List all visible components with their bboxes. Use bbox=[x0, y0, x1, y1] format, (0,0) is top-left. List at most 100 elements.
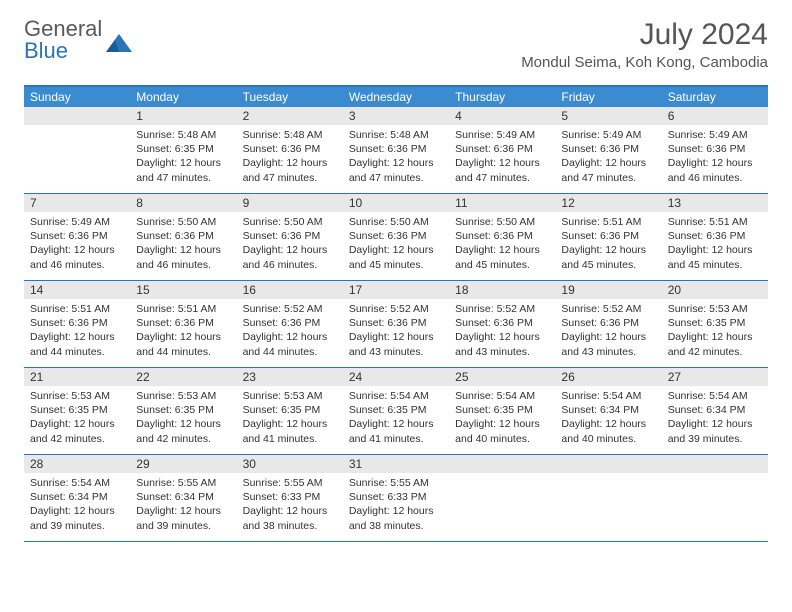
day-cell: 9Sunrise: 5:50 AMSunset: 6:36 PMDaylight… bbox=[237, 194, 343, 280]
daylight-text: Daylight: 12 hours and 45 minutes. bbox=[455, 243, 549, 271]
sunset-text: Sunset: 6:33 PM bbox=[349, 490, 443, 504]
sunset-text: Sunset: 6:36 PM bbox=[455, 316, 549, 330]
sunset-text: Sunset: 6:36 PM bbox=[561, 316, 655, 330]
day-content: Sunrise: 5:54 AMSunset: 6:34 PMDaylight:… bbox=[662, 386, 768, 449]
sunset-text: Sunset: 6:35 PM bbox=[30, 403, 124, 417]
daylight-text: Daylight: 12 hours and 46 minutes. bbox=[243, 243, 337, 271]
day-cell: 21Sunrise: 5:53 AMSunset: 6:35 PMDayligh… bbox=[24, 368, 130, 454]
day-number: 15 bbox=[130, 281, 236, 299]
sunrise-text: Sunrise: 5:51 AM bbox=[668, 215, 762, 229]
sunset-text: Sunset: 6:36 PM bbox=[668, 142, 762, 156]
sunrise-text: Sunrise: 5:55 AM bbox=[136, 476, 230, 490]
sunset-text: Sunset: 6:34 PM bbox=[136, 490, 230, 504]
sunset-text: Sunset: 6:34 PM bbox=[561, 403, 655, 417]
sunrise-text: Sunrise: 5:50 AM bbox=[349, 215, 443, 229]
day-content: Sunrise: 5:51 AMSunset: 6:36 PMDaylight:… bbox=[555, 212, 661, 275]
sunset-text: Sunset: 6:35 PM bbox=[136, 403, 230, 417]
sunset-text: Sunset: 6:36 PM bbox=[455, 142, 549, 156]
sunset-text: Sunset: 6:33 PM bbox=[243, 490, 337, 504]
day-number: 27 bbox=[662, 368, 768, 386]
day-content: Sunrise: 5:48 AMSunset: 6:36 PMDaylight:… bbox=[237, 125, 343, 188]
sunset-text: Sunset: 6:36 PM bbox=[30, 316, 124, 330]
day-number: 12 bbox=[555, 194, 661, 212]
sunset-text: Sunset: 6:36 PM bbox=[668, 229, 762, 243]
day-number: 29 bbox=[130, 455, 236, 473]
day-cell: 23Sunrise: 5:53 AMSunset: 6:35 PMDayligh… bbox=[237, 368, 343, 454]
month-title: July 2024 bbox=[521, 18, 768, 52]
day-cell: 27Sunrise: 5:54 AMSunset: 6:34 PMDayligh… bbox=[662, 368, 768, 454]
day-number: 6 bbox=[662, 107, 768, 125]
sunset-text: Sunset: 6:36 PM bbox=[561, 142, 655, 156]
sunrise-text: Sunrise: 5:51 AM bbox=[30, 302, 124, 316]
day-cell: 8Sunrise: 5:50 AMSunset: 6:36 PMDaylight… bbox=[130, 194, 236, 280]
daylight-text: Daylight: 12 hours and 46 minutes. bbox=[30, 243, 124, 271]
sunrise-text: Sunrise: 5:52 AM bbox=[455, 302, 549, 316]
day-content: Sunrise: 5:51 AMSunset: 6:36 PMDaylight:… bbox=[662, 212, 768, 275]
daylight-text: Daylight: 12 hours and 44 minutes. bbox=[136, 330, 230, 358]
day-number: 8 bbox=[130, 194, 236, 212]
day-content: Sunrise: 5:50 AMSunset: 6:36 PMDaylight:… bbox=[130, 212, 236, 275]
day-cell: 15Sunrise: 5:51 AMSunset: 6:36 PMDayligh… bbox=[130, 281, 236, 367]
day-number: 24 bbox=[343, 368, 449, 386]
day-content: Sunrise: 5:49 AMSunset: 6:36 PMDaylight:… bbox=[24, 212, 130, 275]
day-cell: 18Sunrise: 5:52 AMSunset: 6:36 PMDayligh… bbox=[449, 281, 555, 367]
day-cell: 2Sunrise: 5:48 AMSunset: 6:36 PMDaylight… bbox=[237, 107, 343, 193]
daylight-text: Daylight: 12 hours and 42 minutes. bbox=[30, 417, 124, 445]
day-number: 2 bbox=[237, 107, 343, 125]
weekday-header: Tuesday bbox=[237, 87, 343, 107]
sunrise-text: Sunrise: 5:49 AM bbox=[455, 128, 549, 142]
day-cell: 6Sunrise: 5:49 AMSunset: 6:36 PMDaylight… bbox=[662, 107, 768, 193]
sunrise-text: Sunrise: 5:49 AM bbox=[561, 128, 655, 142]
day-number: 31 bbox=[343, 455, 449, 473]
day-number: 22 bbox=[130, 368, 236, 386]
daylight-text: Daylight: 12 hours and 39 minutes. bbox=[30, 504, 124, 532]
logo: General Blue bbox=[24, 18, 132, 62]
day-number: 16 bbox=[237, 281, 343, 299]
day-number: 26 bbox=[555, 368, 661, 386]
day-number: 11 bbox=[449, 194, 555, 212]
sunrise-text: Sunrise: 5:53 AM bbox=[30, 389, 124, 403]
sunrise-text: Sunrise: 5:50 AM bbox=[136, 215, 230, 229]
daylight-text: Daylight: 12 hours and 44 minutes. bbox=[243, 330, 337, 358]
day-content: Sunrise: 5:49 AMSunset: 6:36 PMDaylight:… bbox=[662, 125, 768, 188]
day-content: Sunrise: 5:50 AMSunset: 6:36 PMDaylight:… bbox=[343, 212, 449, 275]
sunset-text: Sunset: 6:35 PM bbox=[349, 403, 443, 417]
logo-text: General Blue bbox=[24, 18, 102, 62]
daylight-text: Daylight: 12 hours and 47 minutes. bbox=[243, 156, 337, 184]
day-cell: 17Sunrise: 5:52 AMSunset: 6:36 PMDayligh… bbox=[343, 281, 449, 367]
day-content: Sunrise: 5:50 AMSunset: 6:36 PMDaylight:… bbox=[237, 212, 343, 275]
day-cell: 13Sunrise: 5:51 AMSunset: 6:36 PMDayligh… bbox=[662, 194, 768, 280]
logo-line2: Blue bbox=[24, 38, 68, 63]
sunset-text: Sunset: 6:36 PM bbox=[349, 316, 443, 330]
day-number: 25 bbox=[449, 368, 555, 386]
weekday-header: Thursday bbox=[449, 87, 555, 107]
sunrise-text: Sunrise: 5:52 AM bbox=[561, 302, 655, 316]
sunset-text: Sunset: 6:36 PM bbox=[243, 229, 337, 243]
week-row: 14Sunrise: 5:51 AMSunset: 6:36 PMDayligh… bbox=[24, 281, 768, 368]
sunrise-text: Sunrise: 5:48 AM bbox=[349, 128, 443, 142]
day-cell: 14Sunrise: 5:51 AMSunset: 6:36 PMDayligh… bbox=[24, 281, 130, 367]
sunset-text: Sunset: 6:35 PM bbox=[136, 142, 230, 156]
sunrise-text: Sunrise: 5:54 AM bbox=[668, 389, 762, 403]
daylight-text: Daylight: 12 hours and 42 minutes. bbox=[668, 330, 762, 358]
day-cell: 28Sunrise: 5:54 AMSunset: 6:34 PMDayligh… bbox=[24, 455, 130, 541]
sunrise-text: Sunrise: 5:49 AM bbox=[30, 215, 124, 229]
day-cell: 20Sunrise: 5:53 AMSunset: 6:35 PMDayligh… bbox=[662, 281, 768, 367]
daylight-text: Daylight: 12 hours and 45 minutes. bbox=[561, 243, 655, 271]
daylight-text: Daylight: 12 hours and 39 minutes. bbox=[668, 417, 762, 445]
sunrise-text: Sunrise: 5:50 AM bbox=[243, 215, 337, 229]
day-cell: 19Sunrise: 5:52 AMSunset: 6:36 PMDayligh… bbox=[555, 281, 661, 367]
day-cell: 10Sunrise: 5:50 AMSunset: 6:36 PMDayligh… bbox=[343, 194, 449, 280]
day-content: Sunrise: 5:55 AMSunset: 6:34 PMDaylight:… bbox=[130, 473, 236, 536]
day-cell: 24Sunrise: 5:54 AMSunset: 6:35 PMDayligh… bbox=[343, 368, 449, 454]
day-content: Sunrise: 5:54 AMSunset: 6:34 PMDaylight:… bbox=[555, 386, 661, 449]
sunrise-text: Sunrise: 5:54 AM bbox=[30, 476, 124, 490]
day-number: 9 bbox=[237, 194, 343, 212]
daylight-text: Daylight: 12 hours and 38 minutes. bbox=[349, 504, 443, 532]
daylight-text: Daylight: 12 hours and 47 minutes. bbox=[136, 156, 230, 184]
day-content: Sunrise: 5:55 AMSunset: 6:33 PMDaylight:… bbox=[343, 473, 449, 536]
daylight-text: Daylight: 12 hours and 45 minutes. bbox=[349, 243, 443, 271]
daylight-text: Daylight: 12 hours and 44 minutes. bbox=[30, 330, 124, 358]
daylight-text: Daylight: 12 hours and 47 minutes. bbox=[349, 156, 443, 184]
sunrise-text: Sunrise: 5:54 AM bbox=[455, 389, 549, 403]
